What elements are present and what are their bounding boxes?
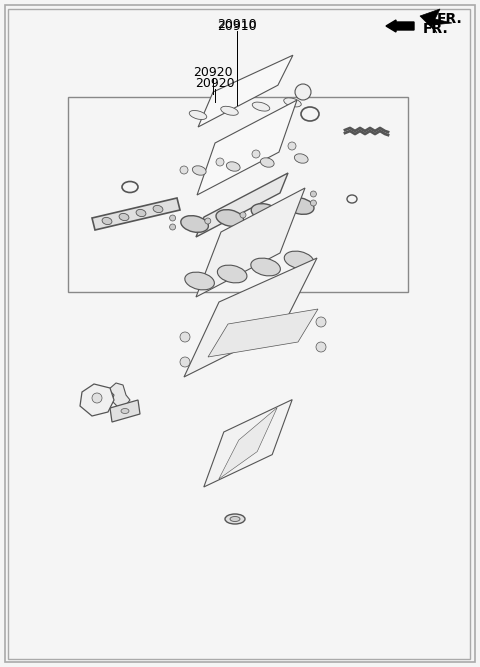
Ellipse shape bbox=[294, 154, 308, 163]
Text: 20920: 20920 bbox=[193, 66, 233, 79]
Ellipse shape bbox=[217, 265, 247, 283]
Ellipse shape bbox=[119, 213, 129, 221]
Polygon shape bbox=[196, 173, 288, 237]
Ellipse shape bbox=[121, 408, 129, 414]
Polygon shape bbox=[219, 408, 277, 479]
Polygon shape bbox=[208, 309, 318, 357]
Polygon shape bbox=[80, 384, 114, 416]
Ellipse shape bbox=[227, 162, 240, 171]
Polygon shape bbox=[196, 188, 305, 297]
Text: 20910: 20910 bbox=[217, 20, 257, 33]
Circle shape bbox=[316, 342, 326, 352]
Text: 20910: 20910 bbox=[217, 18, 257, 31]
Circle shape bbox=[180, 357, 190, 367]
Ellipse shape bbox=[252, 102, 270, 111]
Circle shape bbox=[252, 150, 260, 158]
Circle shape bbox=[205, 218, 211, 224]
FancyBboxPatch shape bbox=[8, 9, 470, 659]
FancyArrow shape bbox=[386, 20, 414, 32]
Polygon shape bbox=[204, 400, 292, 487]
Circle shape bbox=[169, 224, 176, 230]
Ellipse shape bbox=[189, 111, 207, 119]
Polygon shape bbox=[108, 383, 130, 407]
Polygon shape bbox=[198, 55, 293, 127]
Ellipse shape bbox=[136, 209, 146, 217]
Circle shape bbox=[169, 215, 176, 221]
Circle shape bbox=[311, 200, 316, 206]
Ellipse shape bbox=[260, 158, 274, 167]
Ellipse shape bbox=[225, 514, 245, 524]
Ellipse shape bbox=[221, 106, 238, 115]
Ellipse shape bbox=[287, 197, 314, 214]
Ellipse shape bbox=[185, 272, 215, 290]
Circle shape bbox=[316, 317, 326, 327]
Ellipse shape bbox=[284, 98, 301, 107]
Ellipse shape bbox=[102, 217, 112, 225]
Ellipse shape bbox=[251, 258, 280, 276]
Circle shape bbox=[275, 206, 281, 212]
Ellipse shape bbox=[216, 209, 243, 226]
Circle shape bbox=[295, 84, 311, 100]
Polygon shape bbox=[92, 198, 180, 230]
Text: FR.: FR. bbox=[436, 12, 462, 26]
Circle shape bbox=[216, 158, 224, 166]
Ellipse shape bbox=[251, 203, 279, 220]
Circle shape bbox=[180, 332, 190, 342]
Ellipse shape bbox=[192, 166, 206, 175]
Ellipse shape bbox=[181, 215, 208, 232]
Polygon shape bbox=[197, 100, 297, 195]
Circle shape bbox=[180, 166, 188, 174]
Polygon shape bbox=[110, 400, 140, 422]
Circle shape bbox=[288, 142, 296, 150]
Text: 20920: 20920 bbox=[195, 77, 235, 90]
Circle shape bbox=[311, 191, 316, 197]
Circle shape bbox=[92, 393, 102, 403]
Polygon shape bbox=[184, 258, 317, 377]
Polygon shape bbox=[420, 9, 452, 33]
Ellipse shape bbox=[153, 205, 163, 213]
Ellipse shape bbox=[230, 516, 240, 522]
Circle shape bbox=[240, 212, 246, 218]
Ellipse shape bbox=[284, 251, 314, 269]
Text: FR.: FR. bbox=[422, 22, 448, 36]
